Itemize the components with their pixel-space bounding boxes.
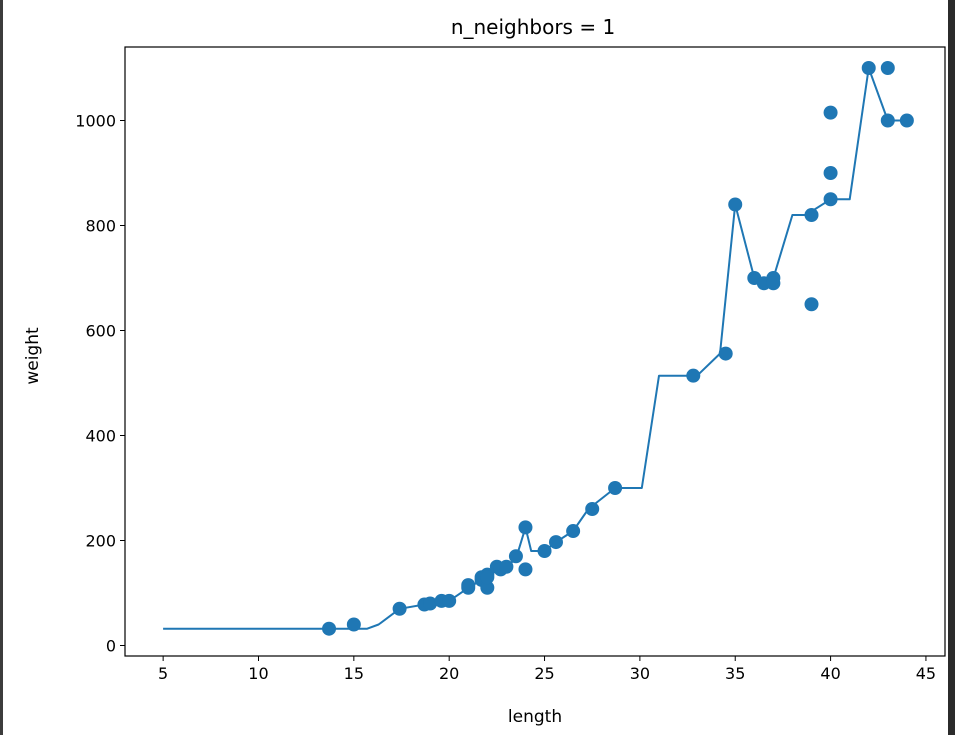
x-tick-label: 15 — [344, 664, 364, 683]
data-point — [442, 593, 457, 608]
data-point — [566, 524, 581, 539]
data-point — [880, 113, 895, 128]
x-tick-label: 10 — [248, 664, 268, 683]
data-point — [508, 549, 523, 564]
x-tick-label: 20 — [439, 664, 459, 683]
y-tick-label: 200 — [85, 532, 116, 551]
data-point — [480, 570, 495, 585]
data-point — [480, 580, 495, 595]
y-tick-label: 400 — [85, 427, 116, 446]
data-point — [518, 562, 533, 577]
window-frame-left — [0, 0, 3, 735]
data-point — [518, 520, 533, 535]
data-point — [823, 105, 838, 120]
x-tick-label: 5 — [158, 664, 168, 683]
data-point — [608, 481, 623, 495]
data-point — [804, 297, 819, 312]
data-point — [804, 208, 819, 222]
y-tick-label: 1000 — [75, 112, 116, 131]
x-tick-label: 40 — [820, 664, 840, 683]
data-point — [686, 368, 701, 383]
data-point — [766, 276, 781, 291]
data-point — [392, 601, 407, 616]
x-tick-label: 25 — [534, 664, 554, 683]
data-point — [461, 578, 476, 593]
data-point — [718, 346, 733, 361]
y-tick-label: 0 — [106, 637, 116, 656]
series-line-group — [163, 67, 907, 630]
data-point — [585, 502, 600, 516]
y-axis-label: weight — [23, 327, 43, 385]
prediction-line — [163, 67, 907, 630]
y-tick-label: 800 — [85, 217, 116, 236]
data-point — [499, 559, 514, 574]
chart-title: n_neighbors = 1 — [451, 15, 615, 39]
plot-area — [124, 46, 946, 657]
y-axis: 0 200 400 600 800 1000 — [75, 112, 125, 656]
x-axis-label: length — [508, 707, 562, 727]
y-tick-label: 600 — [85, 322, 116, 341]
x-tick-label: 35 — [725, 664, 745, 683]
data-point — [899, 113, 914, 128]
x-tick-label: 45 — [916, 664, 936, 683]
data-point — [423, 596, 438, 611]
data-point — [880, 61, 895, 75]
data-point — [322, 621, 337, 636]
data-point — [861, 61, 876, 75]
data-point — [823, 192, 838, 207]
x-tick-label: 30 — [630, 664, 650, 683]
data-point — [537, 544, 552, 558]
data-point — [346, 617, 361, 632]
x-axis: 5 10 15 20 25 30 35 40 45 — [158, 656, 936, 683]
series-points-group — [322, 61, 914, 636]
window-frame-right — [948, 0, 955, 735]
data-point — [548, 535, 563, 550]
data-point — [728, 197, 743, 212]
data-point — [823, 166, 838, 180]
